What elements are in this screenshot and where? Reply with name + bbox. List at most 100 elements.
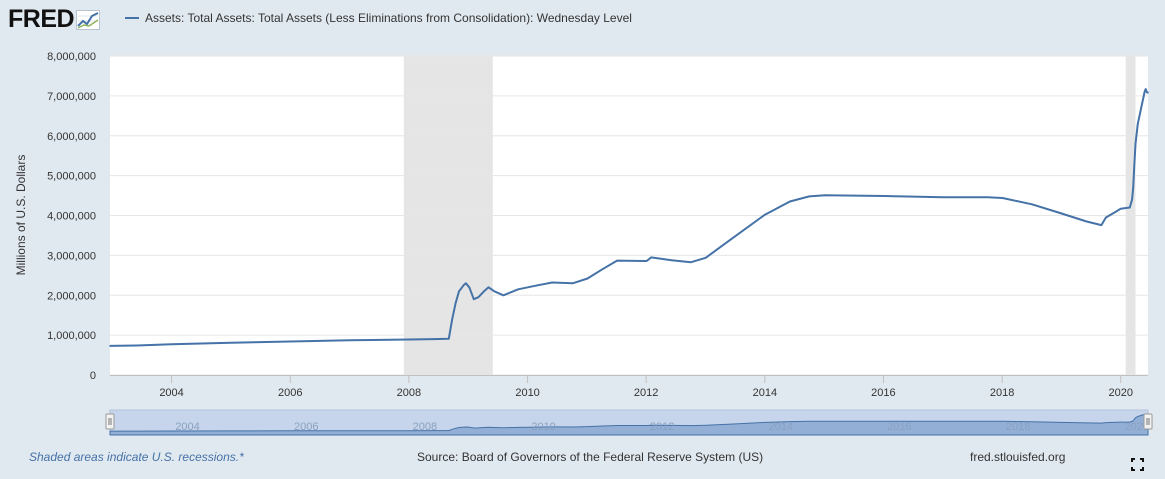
data-point bbox=[465, 282, 467, 285]
data-point bbox=[230, 341, 232, 344]
data-point bbox=[454, 302, 457, 305]
y-tick-label: 4,000,000 bbox=[47, 211, 96, 223]
data-point bbox=[690, 261, 692, 263]
data-point bbox=[942, 196, 945, 198]
data-point bbox=[764, 213, 766, 216]
x-tick-label: 2016 bbox=[871, 387, 895, 399]
logo-text: FRED bbox=[8, 5, 75, 33]
data-point bbox=[1134, 142, 1137, 145]
x-tick-label: 2018 bbox=[990, 387, 1014, 399]
navigator-tick-label: 2004 bbox=[175, 421, 199, 433]
y-tick-label: 8,000,000 bbox=[47, 51, 96, 63]
data-point bbox=[1060, 212, 1063, 215]
y-tick-label: 1,000,000 bbox=[47, 330, 96, 342]
data-point bbox=[1105, 216, 1107, 219]
assets-line-chart[interactable]: 0 1,000,000 2,000,000 3,000,000 4,000,000 5,0… bbox=[0, 0, 1165, 440]
line-chart-icon bbox=[76, 9, 101, 30]
chart-legend[interactable]: Assets: Total Assets: Total Assets (Less… bbox=[125, 11, 632, 25]
source-note: Source: Board of Governors of the Federa… bbox=[417, 450, 764, 464]
navigator-handle-right[interactable] bbox=[1143, 413, 1153, 430]
y-tick-label: 6,000,000 bbox=[47, 131, 96, 143]
navigator-tick-label: 2016 bbox=[887, 421, 911, 433]
data-point bbox=[1031, 203, 1033, 206]
data-point bbox=[808, 195, 811, 198]
data-point bbox=[729, 238, 732, 241]
x-tick-label: 2020 bbox=[1108, 387, 1132, 399]
data-point bbox=[447, 337, 450, 340]
data-point bbox=[487, 286, 490, 289]
data-point bbox=[789, 200, 791, 203]
navigator-tick-label: 2020 bbox=[1124, 421, 1148, 433]
data-point bbox=[1132, 186, 1135, 189]
x-tick-label: 2012 bbox=[634, 387, 658, 399]
data-point bbox=[1133, 162, 1136, 165]
data-point bbox=[289, 340, 292, 343]
series-line[interactable] bbox=[109, 88, 1149, 347]
data-point bbox=[1119, 207, 1122, 210]
navigator-tick-label: 2014 bbox=[769, 421, 793, 433]
data-point bbox=[670, 259, 673, 261]
x-tick-label: 2004 bbox=[159, 387, 183, 399]
data-point bbox=[109, 345, 111, 347]
data-point bbox=[1129, 206, 1131, 209]
navigator-tick-label: 2010 bbox=[531, 421, 555, 433]
data-point bbox=[348, 339, 351, 342]
x-tick-label: 2008 bbox=[397, 387, 421, 399]
data-point bbox=[458, 290, 460, 293]
data-point bbox=[1131, 198, 1133, 201]
data-point bbox=[1115, 210, 1117, 213]
site-url: fred.stlouisfed.org bbox=[970, 450, 1066, 464]
x-tick-label: 2014 bbox=[753, 387, 777, 399]
navigator-handle-left[interactable] bbox=[105, 413, 115, 430]
data-point bbox=[1136, 122, 1139, 125]
data-point bbox=[477, 296, 480, 299]
data-point bbox=[650, 256, 652, 259]
data-point bbox=[551, 281, 554, 284]
x-tick-label: 2006 bbox=[278, 387, 302, 399]
data-point bbox=[462, 284, 465, 287]
navigator-tick-label: 2006 bbox=[294, 421, 318, 433]
legend-series-label: Assets: Total Assets: Total Assets (Less… bbox=[145, 11, 632, 25]
handle-body[interactable] bbox=[105, 413, 115, 430]
data-point bbox=[616, 259, 618, 262]
navigator-series bbox=[109, 413, 1149, 436]
data-point bbox=[1100, 224, 1103, 226]
data-point bbox=[1143, 91, 1146, 93]
data-point bbox=[1147, 91, 1149, 94]
data-point bbox=[502, 294, 505, 297]
data-point bbox=[536, 284, 539, 287]
data-point bbox=[883, 195, 886, 197]
navigator-tick-label: 2008 bbox=[413, 421, 437, 433]
fred-logo[interactable]: FRED bbox=[8, 5, 101, 34]
data-point bbox=[824, 194, 826, 196]
data-point bbox=[473, 298, 475, 301]
data-point bbox=[586, 277, 589, 280]
data-point bbox=[170, 343, 173, 346]
header: FRED Assets: Total Assets: Total Assets … bbox=[0, 0, 1165, 40]
y-tick-label: 5,000,000 bbox=[47, 171, 96, 183]
navigator-tick-label: 2012 bbox=[650, 421, 674, 433]
y-tick-label: 2,000,000 bbox=[47, 290, 96, 302]
fullscreen-icon[interactable] bbox=[1131, 458, 1144, 471]
data-point bbox=[451, 318, 454, 320]
data-point bbox=[483, 290, 485, 293]
x-tick-label: 2010 bbox=[515, 387, 539, 399]
y-tick-label: 3,000,000 bbox=[47, 250, 96, 262]
data-point bbox=[135, 344, 138, 347]
data-point bbox=[468, 286, 471, 289]
data-point bbox=[432, 338, 435, 340]
data-point bbox=[1140, 107, 1142, 109]
data-point bbox=[645, 260, 648, 262]
data-point bbox=[1144, 88, 1147, 90]
handle-body[interactable] bbox=[1143, 413, 1153, 430]
data-point bbox=[986, 196, 989, 198]
data-point bbox=[1001, 197, 1004, 199]
navigator-tick-label: 2018 bbox=[1006, 421, 1030, 433]
data-point bbox=[1085, 220, 1088, 223]
data-point bbox=[493, 290, 496, 293]
data-point bbox=[517, 288, 519, 291]
data-point bbox=[704, 256, 707, 259]
legend-swatch bbox=[125, 17, 139, 19]
recession-note-link[interactable]: Shaded areas indicate U.S. recessions.* bbox=[29, 450, 244, 464]
data-point bbox=[601, 268, 604, 271]
